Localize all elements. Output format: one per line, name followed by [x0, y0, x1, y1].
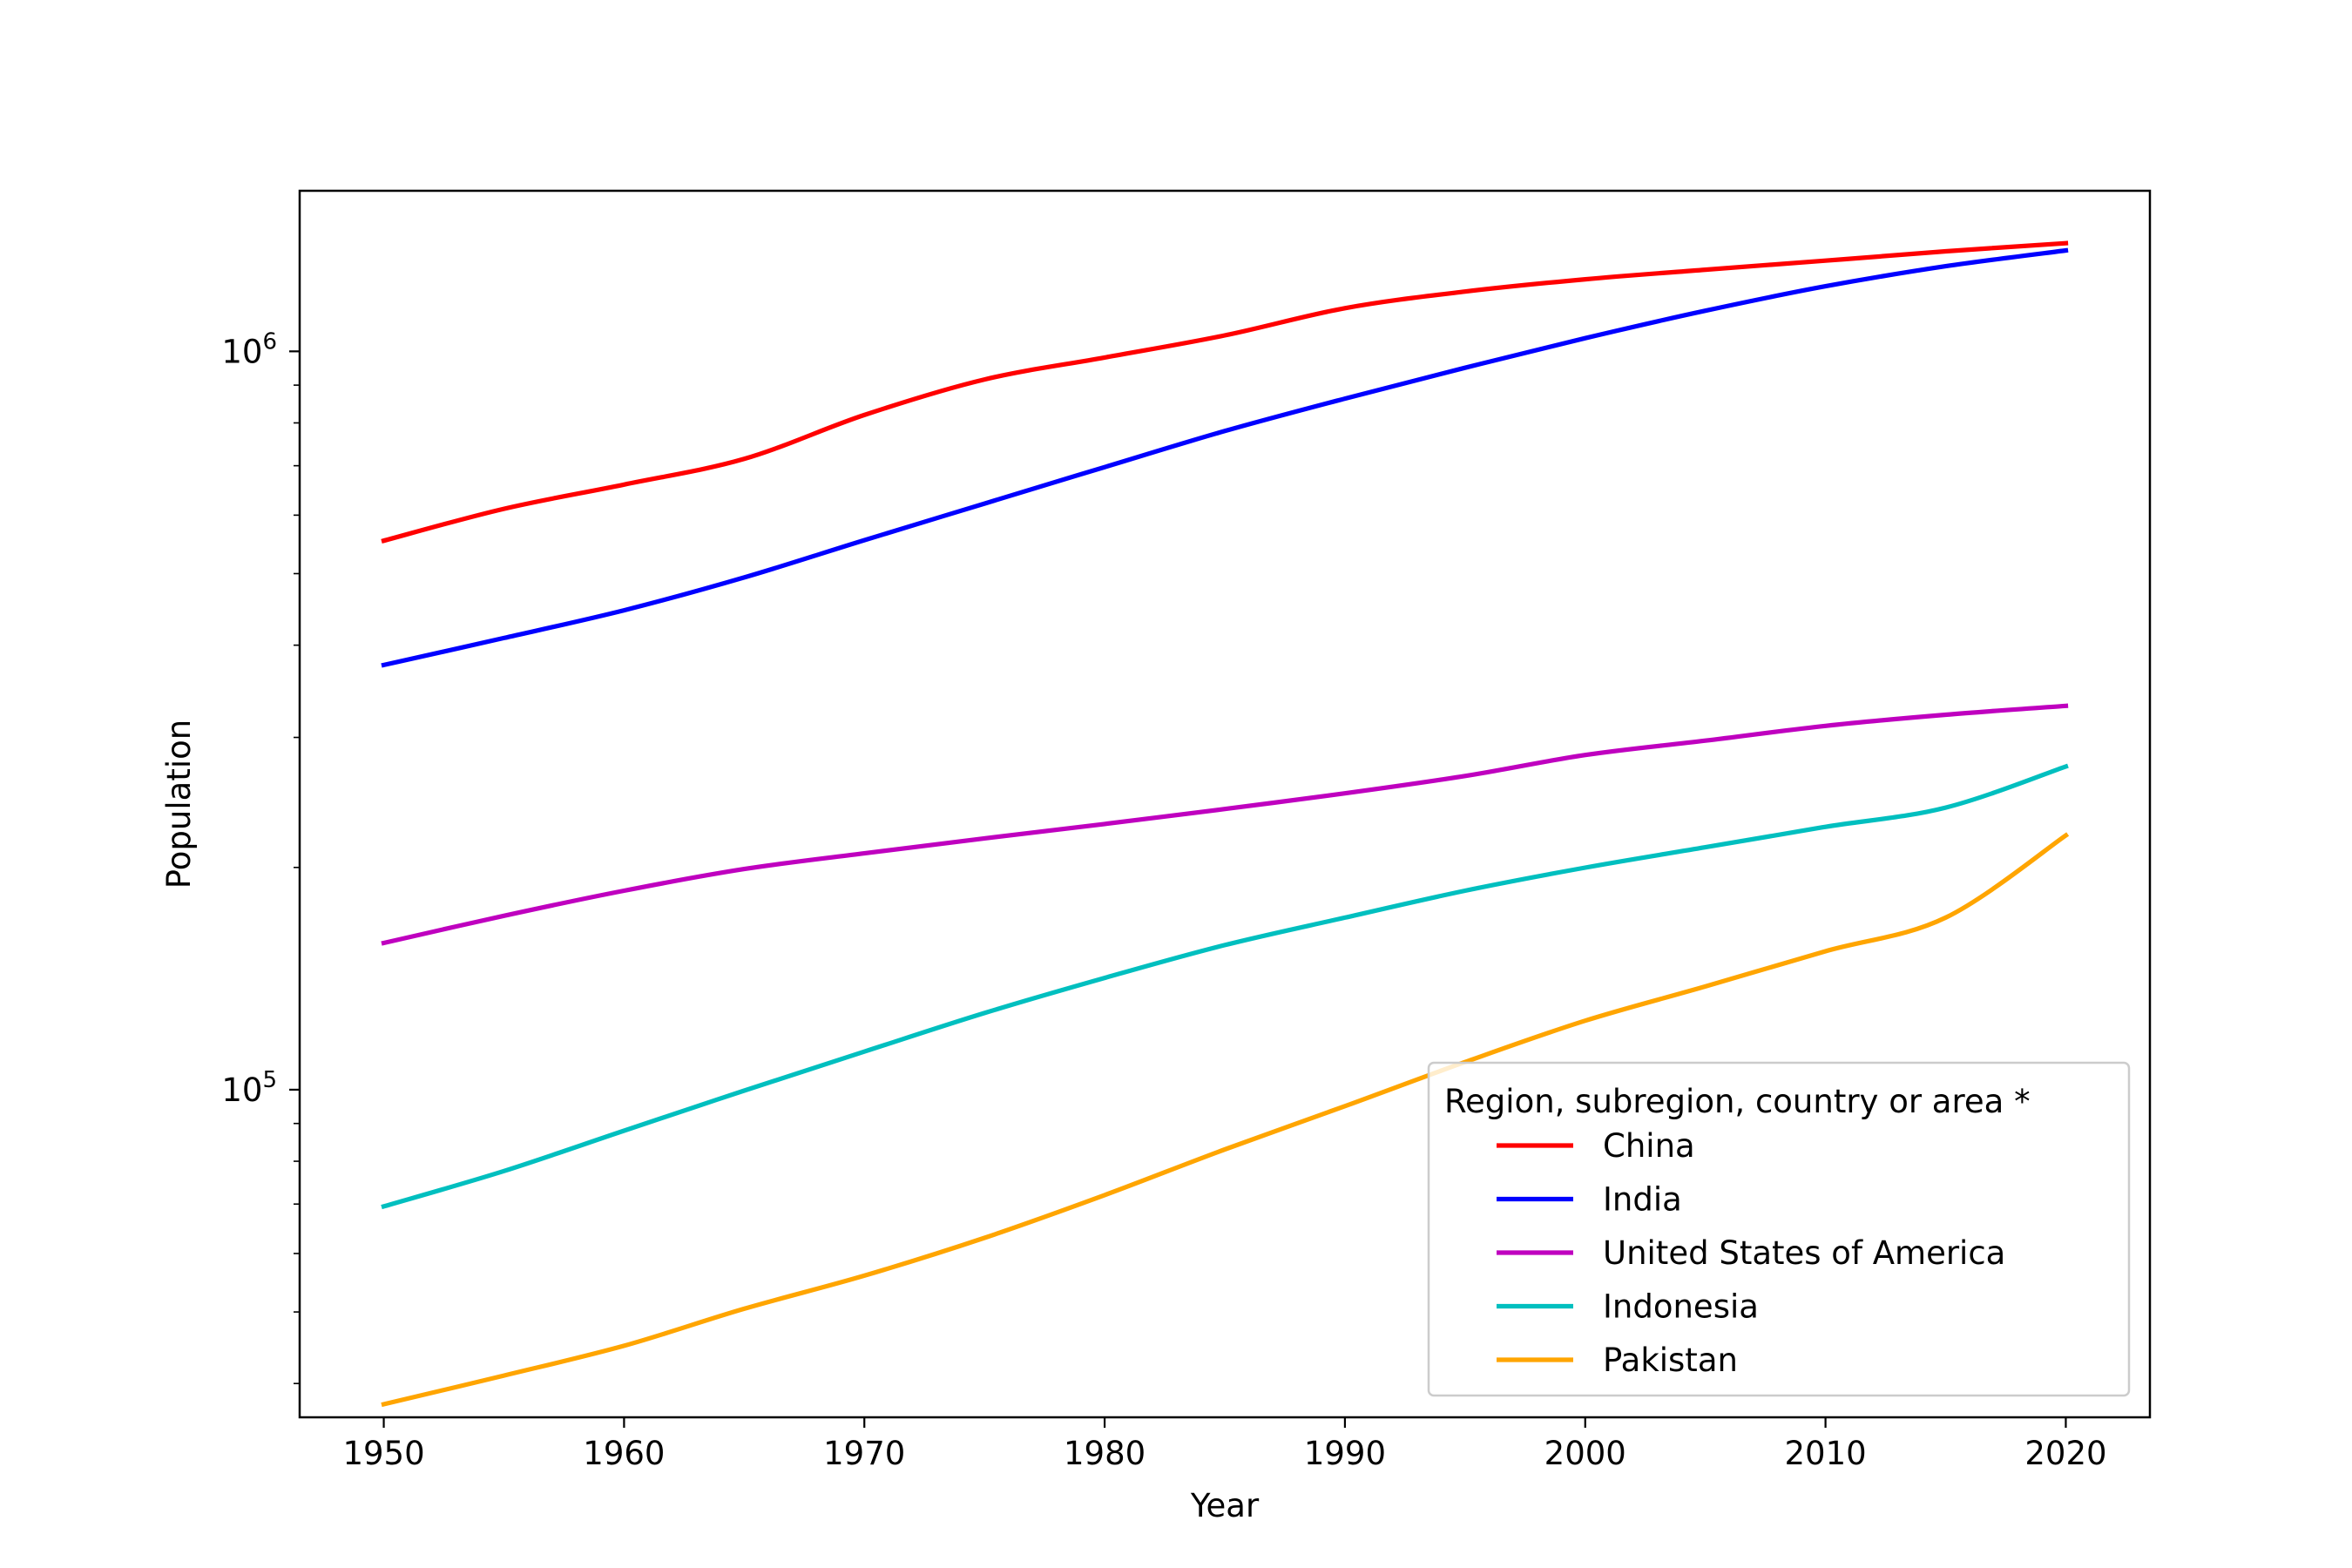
x-tick-label: 1980 — [1064, 1435, 1146, 1472]
y-tick-exponent: 5 — [262, 1067, 277, 1093]
series-layer — [381, 240, 2070, 1408]
series-line-indonesia — [381, 763, 2069, 1210]
x-axis-label: Year — [1190, 1487, 1260, 1524]
series-line-china — [381, 240, 2069, 544]
legend-box — [1427, 1061, 2131, 1397]
legend-label: Pakistan — [1603, 1342, 1738, 1379]
x-axis: 1950 1960 1970 1980 1990 2000 2010 2020 — [342, 1417, 2107, 1472]
x-tick-label: 1990 — [1304, 1435, 1386, 1472]
y-tick-base: 10 — [221, 1071, 262, 1109]
x-tick-label: 2000 — [1544, 1435, 1626, 1472]
x-tick-label: 2020 — [2024, 1435, 2106, 1472]
series-line-pakistan — [381, 832, 2070, 1408]
series-line-india — [381, 247, 2069, 668]
y-tick-label: 105 — [221, 1067, 277, 1109]
legend-entries: China India United States of America Indone… — [1497, 1127, 2005, 1379]
y-tick-base: 10 — [221, 333, 262, 370]
legend-label: India — [1603, 1181, 1682, 1219]
x-tick-label: 1960 — [583, 1435, 665, 1472]
legend-label: United States of America — [1603, 1234, 2005, 1272]
legend-label: Indonesia — [1603, 1288, 1759, 1326]
legend: Region, subregion, country or area * Chi… — [1427, 1061, 2131, 1397]
y-tick-exponent: 6 — [262, 328, 277, 355]
legend-title: Region, subregion, country or area * — [1444, 1083, 2031, 1120]
series-line-united-states-of-america — [381, 703, 2069, 946]
x-tick-label: 2010 — [1785, 1435, 1867, 1472]
y-tick-label: 106 — [221, 328, 277, 370]
legend-label: China — [1603, 1127, 1695, 1165]
y-axis-label: Population — [160, 720, 198, 889]
x-tick-label: 1950 — [342, 1435, 424, 1472]
axes-frame — [298, 189, 2152, 1419]
x-tick-label: 1970 — [823, 1435, 905, 1472]
